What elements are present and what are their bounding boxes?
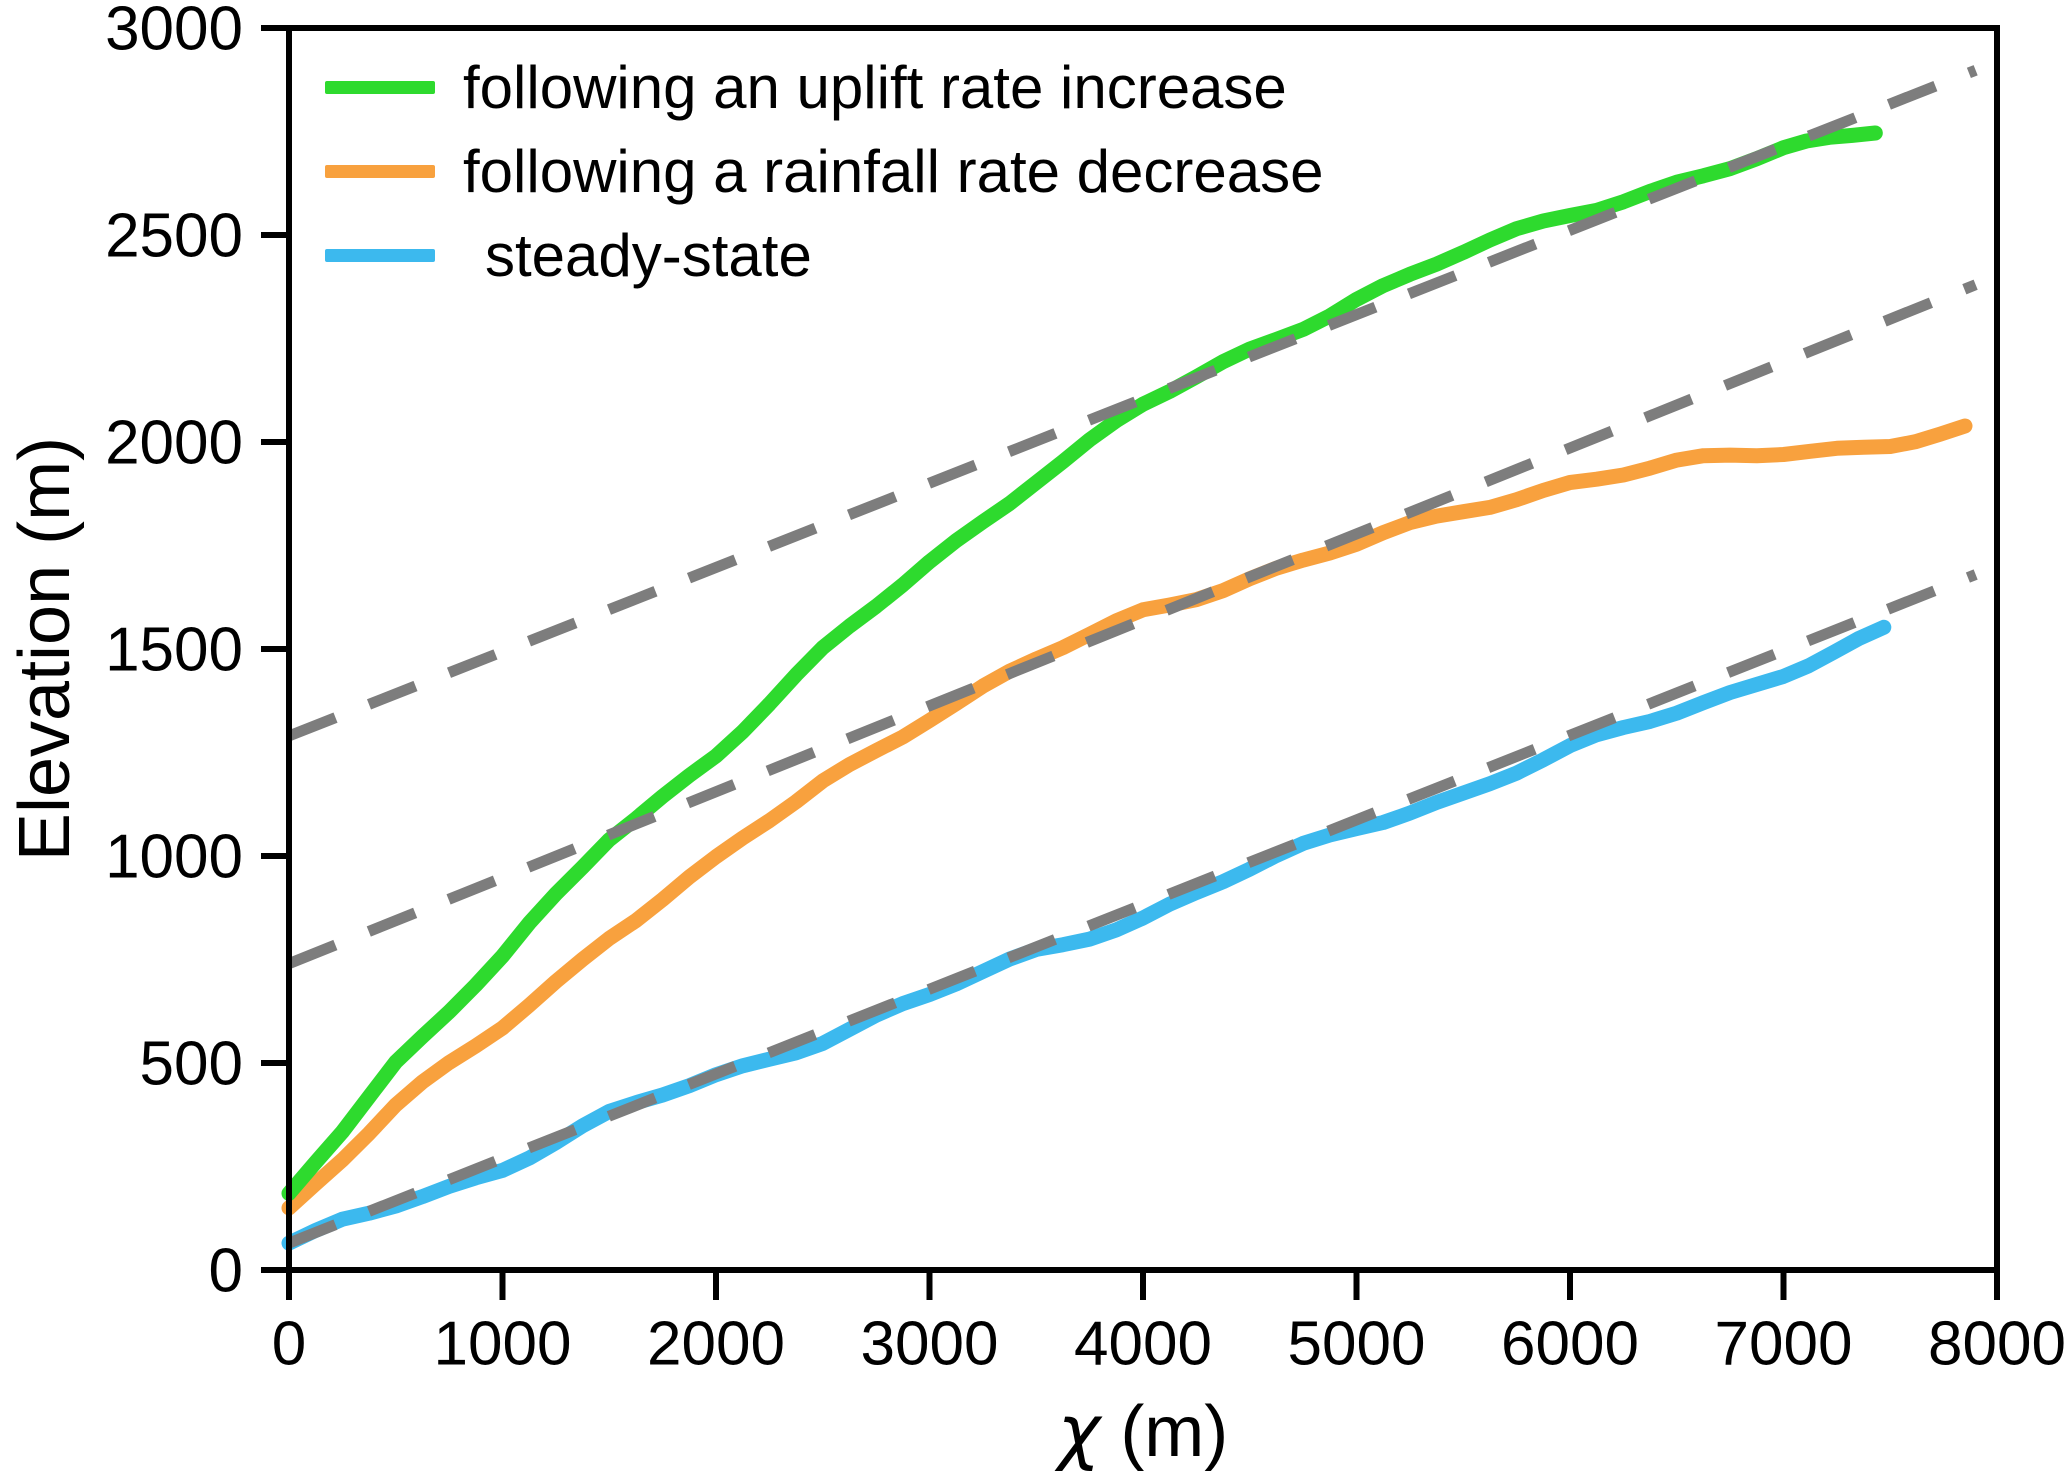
- x-tick-label: 6000: [1501, 1310, 1639, 1379]
- series-line-rainfall-decrease: [281, 418, 1973, 1216]
- x-tick-label: 5000: [1288, 1310, 1426, 1379]
- reference-dashed-line-3: [286, 569, 1978, 1249]
- y-tick-label: 1500: [105, 616, 243, 685]
- x-tick-label: 3000: [861, 1310, 999, 1379]
- legend-swatch-blue: [325, 248, 435, 262]
- y-tick-label: 0: [209, 1237, 243, 1306]
- y-tick-label: 2000: [105, 409, 243, 478]
- legend-swatch-green: [325, 80, 435, 94]
- reference-dashed-line-2: [286, 279, 1978, 969]
- x-tick-label: 1000: [434, 1310, 572, 1379]
- reference-dashed-line-1: [286, 65, 1978, 742]
- legend: following an uplift rate increase follow…: [325, 45, 1323, 297]
- legend-item-rainfall-decrease: following a rainfall rate decrease: [325, 129, 1323, 213]
- y-tick-label: 3000: [105, 0, 243, 64]
- chi-symbol: χ: [1057, 1389, 1101, 1473]
- legend-item-uplift-increase: following an uplift rate increase: [325, 45, 1323, 129]
- x-axis-units: (m): [1120, 1392, 1229, 1472]
- y-tick-label: 1000: [105, 823, 243, 892]
- x-tick-label: 2000: [647, 1310, 785, 1379]
- y-tick-label: 500: [140, 1030, 243, 1099]
- x-tick-label: 8000: [1928, 1310, 2066, 1379]
- y-axis-label: Elevation (m): [5, 436, 85, 862]
- legend-item-steady-state: steady-state: [325, 213, 1323, 297]
- y-tick-label: 2500: [105, 202, 243, 271]
- legend-label-rainfall-decrease: following a rainfall rate decrease: [463, 137, 1324, 205]
- series-line-uplift-increase: [281, 125, 1883, 1201]
- legend-label-steady-state: steady-state: [485, 221, 812, 289]
- legend-label-uplift-increase: following an uplift rate increase: [463, 53, 1287, 121]
- x-axis-label: χ (m): [943, 1389, 1343, 1473]
- x-tick-label: 0: [272, 1310, 306, 1379]
- x-tick-label: 7000: [1715, 1310, 1853, 1379]
- x-tick-label: 4000: [1074, 1310, 1212, 1379]
- legend-swatch-orange: [325, 164, 435, 178]
